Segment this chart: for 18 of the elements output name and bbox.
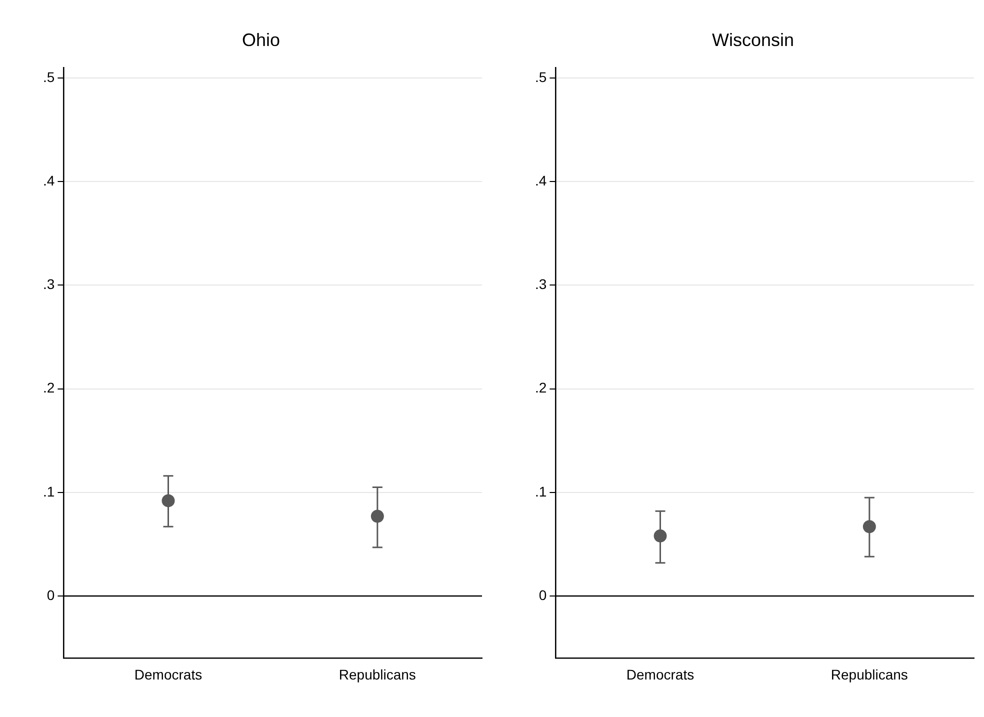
x-tick-label: Republicans: [830, 666, 908, 682]
y-tick-label: .1: [42, 483, 55, 500]
x-tick-label: Democrats: [134, 666, 202, 682]
chart-title: Ohio: [242, 30, 280, 50]
y-tick-label: .4: [42, 172, 55, 188]
y-tick-label: .4: [534, 172, 547, 188]
y-tick-label: .5: [42, 68, 55, 85]
y-tick-label: .2: [42, 380, 55, 396]
y-tick-label: 0: [538, 586, 547, 603]
y-tick-label: 0: [46, 586, 55, 603]
y-tick-label: .3: [42, 276, 55, 292]
x-tick-label: Republicans: [338, 666, 416, 682]
y-tick-label: .5: [534, 68, 547, 85]
chart-title: Wisconsin: [712, 30, 794, 50]
y-tick-label: .3: [534, 276, 547, 292]
y-tick-label: .2: [534, 380, 547, 396]
y-tick-label: .1: [534, 483, 547, 500]
x-tick-label: Democrats: [626, 666, 694, 682]
